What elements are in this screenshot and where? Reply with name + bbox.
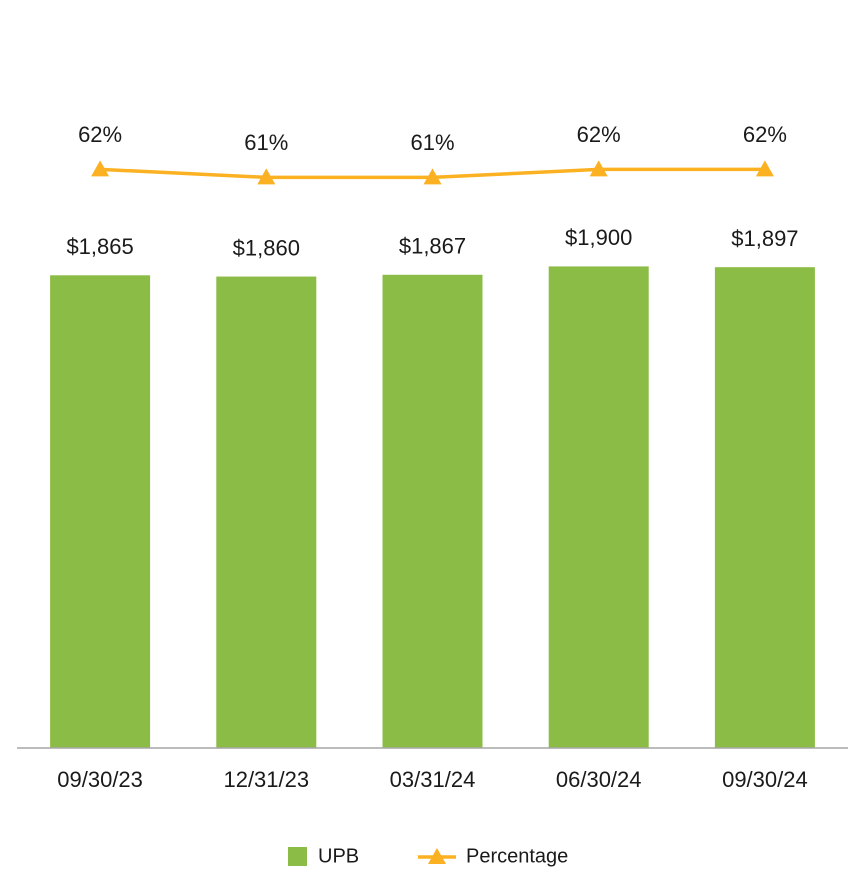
legend-swatch [288, 847, 307, 866]
legend-label: Percentage [466, 845, 568, 867]
x-tick-label: 03/31/24 [390, 767, 476, 792]
bar [714, 267, 815, 748]
marker [257, 168, 276, 185]
data-label: $1,897 [731, 226, 798, 251]
marker [91, 160, 110, 177]
legend-label: UPB [318, 845, 359, 867]
data-label: 61% [244, 130, 288, 155]
bar [548, 266, 649, 748]
data-label: 61% [410, 130, 454, 155]
marker [423, 168, 442, 185]
data-label: 62% [577, 122, 621, 147]
data-label: 62% [78, 122, 122, 147]
legend-marker [428, 848, 446, 864]
x-tick-label: 09/30/23 [57, 767, 143, 792]
data-label: 62% [743, 122, 787, 147]
bar [216, 276, 317, 748]
data-label: $1,865 [66, 234, 133, 259]
marker [589, 160, 608, 177]
x-tick-label: 06/30/24 [556, 767, 642, 792]
x-tick-label: 09/30/24 [722, 767, 808, 792]
bar [50, 275, 151, 748]
data-label: $1,867 [399, 234, 466, 259]
x-tick-label: 12/31/23 [223, 767, 309, 792]
data-label: $1,860 [233, 235, 300, 260]
bar [382, 274, 483, 748]
data-label: $1,900 [565, 225, 632, 250]
marker [755, 160, 774, 177]
